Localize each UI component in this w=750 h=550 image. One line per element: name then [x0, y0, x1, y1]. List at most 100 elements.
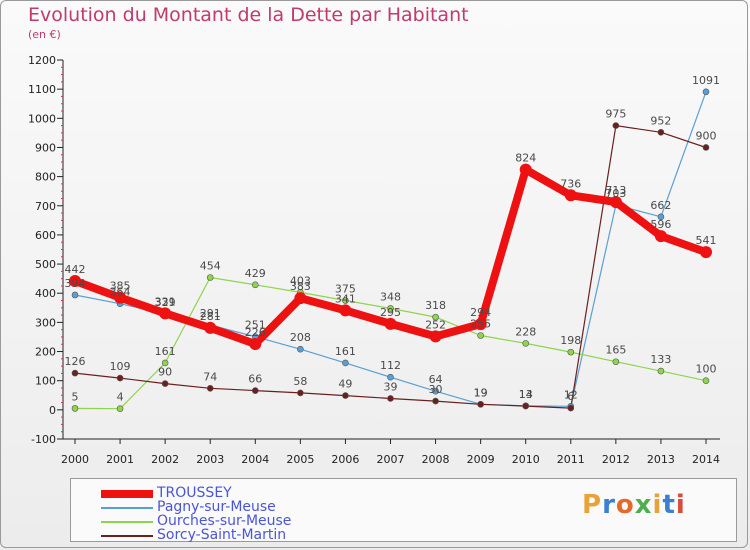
y-tick-label: 1000	[28, 112, 56, 125]
logo-letter: r	[602, 490, 616, 520]
data-label-pagny-sur-meuse: 394	[65, 277, 86, 290]
data-point-troussey	[249, 337, 262, 350]
data-point-troussey	[474, 318, 487, 331]
data-point-sorcy-saint-martin	[702, 144, 710, 151]
data-point-sorcy-saint-martin	[432, 397, 439, 405]
data-label-pagny-sur-meuse: 161	[335, 345, 356, 358]
data-label-sorcy-saint-martin: 39	[384, 380, 398, 393]
x-tick-label: 2003	[196, 453, 224, 466]
legend-label: TROUSSEY	[157, 485, 232, 501]
data-point-troussey	[519, 163, 532, 176]
data-point-sorcy-saint-martin	[477, 401, 484, 408]
y-tick-label: 1200	[28, 54, 56, 67]
x-tick-label: 2004	[241, 453, 269, 466]
data-point-sorcy-saint-martin	[612, 122, 620, 129]
data-label-sorcy-saint-martin: 109	[110, 360, 131, 373]
data-point-ourches-sur-meuse	[567, 348, 575, 356]
data-point-sorcy-saint-martin	[297, 389, 304, 397]
data-label-sorcy-saint-martin: 19	[474, 386, 488, 399]
data-label-troussey: 596	[650, 218, 671, 231]
data-label-pagny-sur-meuse: 12	[564, 388, 578, 401]
legend-label: Pagny-sur-Meuse	[157, 499, 276, 515]
data-label-pagny-sur-meuse: 329	[155, 296, 176, 309]
data-point-sorcy-saint-martin	[342, 392, 349, 399]
legend: TROUSSEY Pagny-sur-Meuse Ourches-sur-Meuse…	[70, 478, 737, 543]
data-point-sorcy-saint-martin	[387, 395, 394, 402]
data-label-ourches-sur-meuse: 5	[72, 390, 79, 403]
data-point-troussey	[700, 246, 712, 259]
data-point-sorcy-saint-martin	[567, 404, 575, 412]
data-point-sorcy-saint-martin	[71, 369, 79, 377]
data-label-pagny-sur-meuse: 251	[245, 319, 266, 332]
data-label-ourches-sur-meuse: 228	[515, 325, 536, 338]
y-tick-label: 300	[35, 316, 56, 329]
legend-swatch	[101, 535, 153, 537]
data-label-troussey: 541	[696, 234, 717, 247]
x-tick-label: 2011	[557, 453, 585, 466]
data-label-ourches-sur-meuse: 100	[696, 363, 717, 376]
x-tick-label: 2000	[61, 453, 89, 466]
data-label-troussey: 824	[515, 152, 536, 165]
data-label-ourches-sur-meuse: 429	[245, 267, 266, 280]
data-label-sorcy-saint-martin: 74	[203, 370, 217, 383]
data-point-ourches-sur-meuse	[702, 377, 710, 384]
data-label-pagny-sur-meuse: 19	[474, 386, 488, 399]
data-point-sorcy-saint-martin	[161, 380, 169, 387]
data-label-sorcy-saint-martin: 975	[605, 108, 626, 121]
data-label-pagny-sur-meuse: 208	[290, 331, 311, 344]
data-label-troussey: 252	[425, 318, 446, 331]
x-tick-label: 2002	[151, 453, 179, 466]
data-label-ourches-sur-meuse: 318	[425, 299, 446, 312]
data-label-sorcy-saint-martin: 13	[519, 388, 533, 401]
data-point-ourches-sur-meuse	[161, 359, 169, 367]
data-point-troussey	[114, 291, 127, 304]
x-tick-label: 2013	[647, 453, 675, 466]
data-label-ourches-sur-meuse: 348	[380, 290, 401, 303]
data-point-sorcy-saint-martin	[251, 387, 259, 394]
logo-letter: P	[582, 490, 603, 520]
y-tick-label: 0	[49, 404, 56, 417]
logo-letter: i	[652, 490, 663, 520]
data-label-troussey: 383	[290, 280, 311, 293]
data-label-sorcy-saint-martin: 6	[567, 390, 574, 403]
data-point-troussey	[654, 230, 667, 243]
x-tick-label: 2007	[377, 453, 405, 466]
data-label-sorcy-saint-martin: 66	[248, 373, 262, 386]
data-label-ourches-sur-meuse: 133	[650, 353, 671, 366]
data-label-ourches-sur-meuse: 165	[605, 344, 626, 357]
data-point-pagny-sur-meuse	[432, 387, 439, 395]
data-label-ourches-sur-meuse: 198	[560, 334, 581, 347]
data-label-sorcy-saint-martin: 90	[158, 366, 172, 379]
x-tick-label: 2014	[692, 453, 720, 466]
data-label-pagny-sur-meuse: 364	[110, 286, 131, 299]
data-point-ourches-sur-meuse	[477, 332, 484, 339]
x-tick-label: 2005	[286, 453, 314, 466]
data-point-sorcy-saint-martin	[657, 129, 665, 136]
logo-letter: i	[675, 490, 686, 520]
data-label-ourches-sur-meuse: 4	[117, 391, 124, 404]
legend-swatch	[101, 490, 153, 498]
data-label-troussey: 281	[200, 310, 221, 323]
data-point-ourches-sur-meuse	[116, 405, 124, 412]
data-point-sorcy-saint-martin	[116, 374, 124, 382]
data-label-troussey: 385	[110, 280, 131, 293]
data-point-troussey	[69, 274, 81, 287]
y-tick-label: 500	[35, 258, 56, 271]
data-label-sorcy-saint-martin: 126	[65, 355, 86, 368]
logo-letter: o	[615, 490, 635, 520]
data-label-sorcy-saint-martin: 30	[429, 383, 443, 396]
data-point-pagny-sur-meuse	[342, 359, 349, 367]
legend-swatch	[101, 521, 153, 523]
data-label-pagny-sur-meuse: 112	[380, 359, 401, 372]
data-point-ourches-sur-meuse	[657, 367, 665, 375]
data-point-troussey	[294, 292, 307, 305]
data-point-troussey	[339, 304, 352, 317]
data-point-ourches-sur-meuse	[522, 340, 530, 347]
data-label-troussey: 294	[470, 306, 491, 319]
logo-letter: x	[634, 490, 653, 520]
data-point-pagny-sur-meuse	[297, 345, 304, 353]
data-label-pagny-sur-meuse: 703	[605, 187, 626, 200]
data-point-pagny-sur-meuse	[657, 213, 665, 221]
data-label-ourches-sur-meuse: 403	[290, 274, 311, 287]
